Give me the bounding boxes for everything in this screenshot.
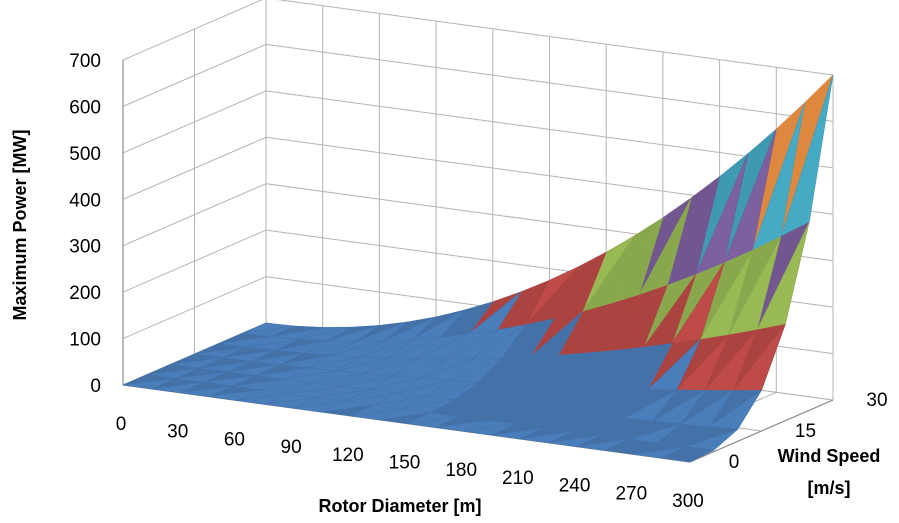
surface-facet	[151, 382, 204, 394]
surface-facet	[179, 385, 233, 397]
y-tick-label: 15	[795, 421, 816, 442]
x-tick-label: 180	[445, 460, 477, 481]
surface-facet	[349, 408, 403, 420]
z-tick-label: 0	[90, 376, 101, 397]
z-tick-label: 700	[69, 51, 101, 72]
z-tick-label: 200	[69, 283, 101, 304]
surface-facet	[661, 449, 715, 463]
surface-facet	[632, 446, 686, 459]
y-tick-label: 0	[729, 452, 740, 473]
z-tick-label: 500	[69, 144, 101, 165]
surface-facet	[292, 401, 346, 413]
x-tick-label: 120	[332, 445, 364, 466]
surface-facet	[576, 438, 630, 451]
surface-facet	[462, 423, 516, 436]
z-gridline	[122, 0, 834, 76]
z-axis-title: Maximum Power [MW]	[10, 129, 30, 320]
x-tick-label: 60	[224, 429, 245, 450]
x-tick-label: 0	[116, 414, 127, 435]
surface-facet	[434, 419, 488, 432]
y-axis-title-line2: [m/s]	[807, 478, 850, 498]
surface-facet	[491, 427, 545, 440]
x-tick-label: 30	[167, 422, 188, 443]
z-gridline	[122, 90, 834, 169]
z-tick-label: 100	[69, 330, 101, 351]
x-tick-label: 270	[615, 483, 647, 504]
y-axis-title-line1: Wind Speed	[778, 446, 881, 466]
surface-facet	[547, 434, 601, 447]
x-tick-label: 210	[502, 468, 534, 489]
surface-facet	[264, 397, 318, 409]
surface-facet	[406, 416, 460, 428]
surface-facet	[519, 431, 573, 444]
z-tick-label: 400	[69, 190, 101, 211]
x-tick-label: 300	[672, 491, 704, 512]
x-tick-label: 90	[281, 437, 302, 458]
surface-facet	[321, 404, 374, 417]
z-tick-label: 600	[69, 97, 101, 118]
z-tick-label: 300	[69, 237, 101, 258]
surface-plot-area	[122, 74, 834, 463]
z-gridline	[122, 43, 834, 122]
surface-facet	[236, 393, 289, 405]
x-axis-title: Rotor Diameter [m]	[318, 496, 481, 516]
x-tick-label: 150	[389, 453, 421, 474]
surface-facet	[377, 412, 431, 424]
x-tick-label: 240	[559, 476, 591, 497]
axis-line	[689, 399, 834, 463]
surface-facet	[604, 442, 658, 455]
surface-facet	[207, 389, 261, 401]
y-tick-label: 30	[866, 390, 887, 411]
surface-facet	[122, 378, 176, 390]
